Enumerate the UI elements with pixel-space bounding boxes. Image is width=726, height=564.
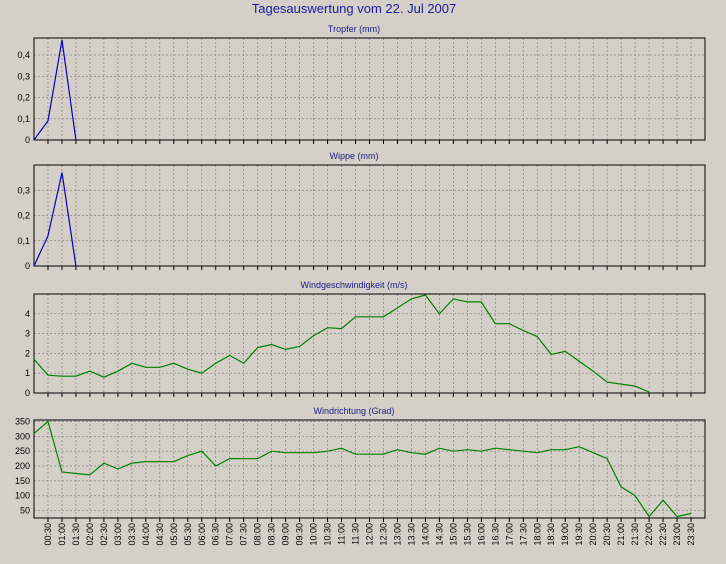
x-tick-label: 04:00 (141, 523, 151, 546)
x-tick-label: 14:00 (420, 523, 430, 546)
y-tick-label: 350 (15, 416, 30, 426)
y-tick-label: 150 (15, 476, 30, 486)
x-tick-label: 16:00 (476, 523, 486, 546)
y-tick-label: 0 (25, 261, 30, 271)
y-tick-label: 200 (15, 461, 30, 471)
x-tick-label: 06:30 (211, 523, 221, 546)
x-tick-label: 12:00 (365, 523, 375, 546)
x-tick-label: 19:30 (574, 523, 584, 546)
x-tick-label: 03:30 (127, 523, 137, 546)
series-line (33, 172, 77, 267)
y-tick-label: 0,4 (17, 50, 30, 60)
series-line (33, 39, 77, 141)
x-tick-label: 14:30 (434, 523, 444, 546)
x-tick-label: 22:00 (644, 523, 654, 546)
x-tick-label: 17:30 (518, 523, 528, 546)
y-tick-label: 0,1 (17, 114, 30, 124)
panel-title: Tropfer (mm) (328, 24, 380, 34)
x-tick-label: 15:30 (462, 523, 472, 546)
x-tick-label: 10:30 (323, 523, 333, 546)
x-tick-label: 15:00 (448, 523, 458, 546)
x-tick-label: 21:30 (630, 523, 640, 546)
panel-title: Wippe (mm) (330, 151, 379, 161)
y-tick-label: 0,1 (17, 236, 30, 246)
x-tick-label: 21:00 (616, 523, 626, 546)
x-tick-label: 00:30 (43, 523, 53, 546)
x-tick-label: 08:00 (253, 523, 263, 546)
x-tick-label: 01:30 (71, 523, 81, 546)
x-tick-label: 08:30 (267, 523, 277, 546)
y-tick-label: 0,3 (17, 71, 30, 81)
x-tick-label: 23:00 (672, 523, 682, 546)
x-tick-label: 01:00 (57, 523, 67, 546)
x-tick-label: 19:00 (560, 523, 570, 546)
x-tick-label: 04:30 (155, 523, 165, 546)
y-tick-label: 100 (15, 491, 30, 501)
x-tick-label: 18:00 (532, 523, 542, 546)
x-tick-label: 12:30 (378, 523, 388, 546)
x-tick-label: 07:00 (225, 523, 235, 546)
x-tick-label: 13:30 (406, 523, 416, 546)
y-tick-label: 4 (25, 309, 30, 319)
y-tick-label: 1 (25, 368, 30, 378)
x-tick-label: 05:30 (183, 523, 193, 546)
x-tick-label: 20:30 (602, 523, 612, 546)
y-tick-label: 300 (15, 431, 30, 441)
chart-main-title: Tagesauswertung vom 22. Jul 2007 (252, 1, 457, 16)
x-tick-label: 17:00 (504, 523, 514, 546)
panel-title: Windrichtung (Grad) (313, 406, 394, 416)
x-tick-label: 09:30 (295, 523, 305, 546)
y-tick-label: 3 (25, 329, 30, 339)
y-tick-label: 0,3 (17, 185, 30, 195)
x-tick-label: 06:00 (197, 523, 207, 546)
x-tick-label: 23:30 (686, 523, 696, 546)
plot-frame (33, 37, 706, 141)
x-tick-label: 13:00 (392, 523, 402, 546)
x-tick-label: 20:00 (588, 523, 598, 546)
x-tick-label: 03:00 (113, 523, 123, 546)
series-line (33, 294, 650, 393)
panel-title: Windgeschwindigkeit (m/s) (300, 280, 407, 290)
y-tick-label: 0 (25, 135, 30, 145)
y-tick-label: 50 (20, 506, 30, 516)
x-tick-label: 11:00 (337, 523, 347, 545)
y-tick-label: 0 (25, 388, 30, 398)
x-tick-label: 05:00 (169, 523, 179, 546)
x-tick-label: 02:30 (99, 523, 109, 546)
x-tick-label: 09:00 (281, 523, 291, 546)
y-tick-label: 0,2 (17, 93, 30, 103)
series-line (33, 420, 692, 518)
x-tick-label: 02:00 (85, 523, 95, 546)
y-tick-label: 250 (15, 446, 30, 456)
x-tick-label: 07:30 (239, 523, 249, 546)
x-tick-label: 10:00 (309, 523, 319, 546)
x-tick-label: 18:30 (546, 523, 556, 546)
y-tick-label: 0,2 (17, 211, 30, 221)
x-tick-label: 16:30 (490, 523, 500, 546)
x-tick-label: 22:30 (658, 523, 668, 546)
y-tick-label: 2 (25, 348, 30, 358)
x-tick-label: 11:30 (351, 523, 361, 545)
